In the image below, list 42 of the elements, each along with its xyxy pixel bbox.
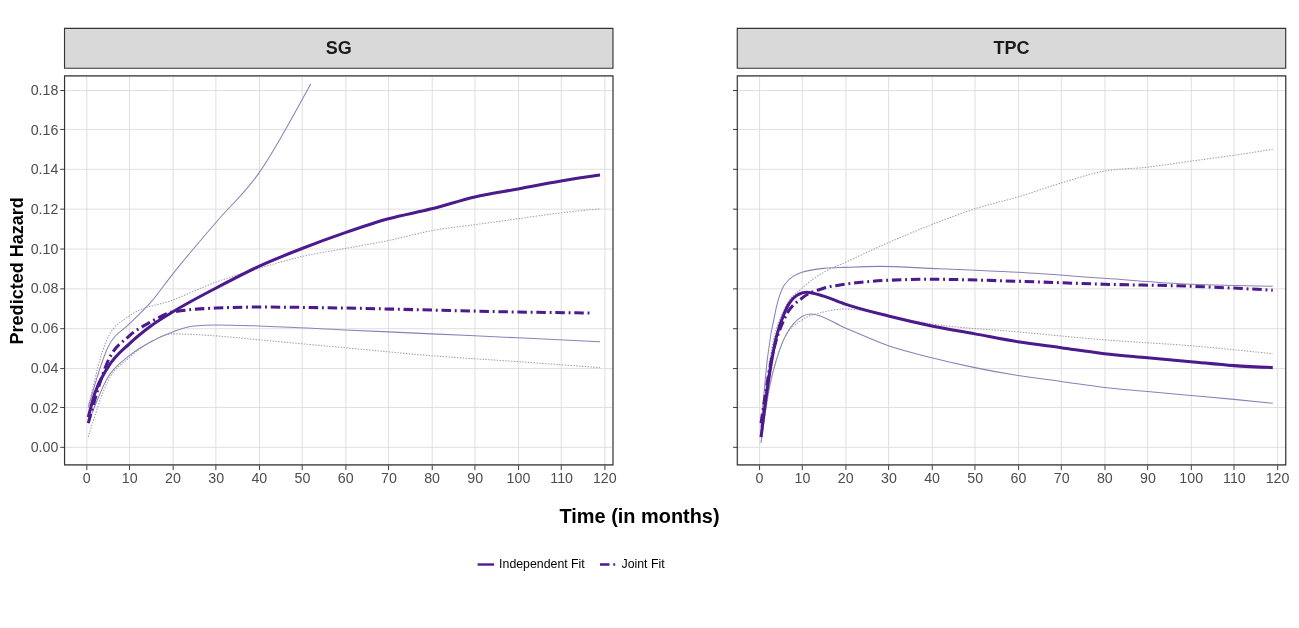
y-tick-label: 0.14	[30, 161, 59, 178]
y-tick-label: 0.18	[30, 81, 59, 98]
y-tick-label: 0.00	[30, 439, 59, 456]
x-tick-label: 0	[755, 470, 764, 487]
x-tick-label: 40	[924, 470, 941, 487]
x-axis-title: Time (in months)	[559, 504, 720, 527]
x-tick-label: 80	[424, 470, 441, 487]
chart-title: TPC	[993, 38, 1030, 59]
y-tick-label: 0.04	[30, 359, 59, 376]
x-tick-label: 90	[467, 470, 484, 487]
x-tick-label: 30	[208, 470, 225, 487]
y-axis-title: Predicted Hazard	[7, 197, 28, 345]
legend-label: Independent Fit	[499, 557, 586, 572]
x-tick-label: 90	[1140, 470, 1156, 487]
x-tick-label: 70	[1053, 470, 1070, 487]
x-tick-label: 120	[592, 470, 617, 487]
x-tick-label: 110	[1223, 470, 1246, 487]
y-tick-label: 0.16	[30, 121, 59, 138]
y-tick-label: 0.10	[30, 240, 59, 257]
x-tick-label: 100	[506, 470, 531, 487]
x-tick-label: 10	[121, 470, 138, 487]
x-tick-label: 80	[1096, 470, 1113, 487]
x-tick-label: 50	[294, 470, 311, 487]
x-tick-label: 120	[1265, 470, 1290, 487]
x-tick-label: 20	[165, 470, 181, 487]
x-tick-label: 60	[337, 470, 354, 487]
y-tick-label: 0.08	[30, 280, 59, 297]
x-tick-label: 110	[550, 470, 574, 487]
x-tick-label: 60	[1010, 470, 1027, 487]
legend-label: Joint Fit	[621, 557, 666, 572]
x-tick-label: 70	[380, 470, 397, 487]
x-tick-label: 0	[82, 470, 91, 487]
x-tick-label: 10	[794, 470, 811, 487]
x-tick-label: 20	[837, 470, 854, 487]
x-tick-label: 100	[1179, 470, 1204, 487]
x-tick-label: 40	[251, 470, 268, 487]
y-tick-label: 0.02	[30, 399, 59, 416]
y-tick-label: 0.12	[30, 201, 59, 218]
y-tick-label: 0.06	[30, 320, 59, 337]
chart-title: SG	[325, 38, 352, 59]
x-tick-label: 50	[967, 470, 984, 487]
x-tick-label: 30	[880, 470, 897, 487]
